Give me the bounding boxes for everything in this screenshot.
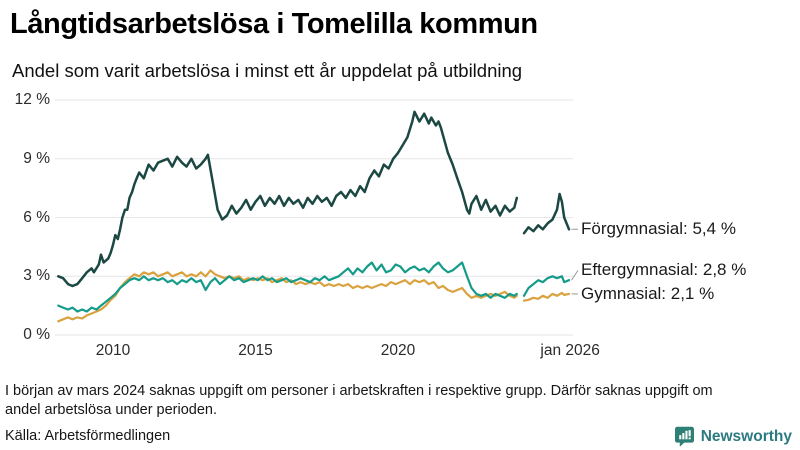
series-label-gymnasial: Gymnasial: 2,1 % [581,283,715,303]
page-title: Långtidsarbetslösa i Tomelilla kommun [10,8,538,40]
series-line-eftergymnasial [57,261,518,313]
footnote: I början av mars 2024 saknas uppgift om … [5,382,713,420]
y-tick-label: 12 % [14,91,50,108]
y-tick-label: 6 % [23,208,50,226]
series-line-förgymnasial [522,192,571,235]
x-tick-label: jan 2026 [540,342,600,359]
x-tick-label: 2015 [238,342,273,359]
y-tick-label: 3 % [23,267,50,285]
x-tick-label: 2020 [380,342,416,359]
footnote-line: andel arbetslösa under perioden. [5,402,218,419]
footnote-line: I början av mars 2024 saknas uppgift om … [5,383,713,399]
bar-chart-bubble-icon [674,426,694,447]
series-line-gymnasial [522,291,571,302]
brand-name: Newsworthy [700,427,792,445]
y-tick-label: 0 % [23,326,50,343]
source-text: Källa: Arbetsförmedlingen [5,428,171,444]
series-line-eftergymnasial [522,275,571,297]
y-tick-label: 9 % [23,149,50,167]
x-tick-label: 2010 [95,342,131,359]
series-line-förgymnasial [57,110,519,288]
chart-subtitle: Andel som varit arbetslösa i minst ett å… [12,60,523,81]
series-label-förgymnasial: Förgymnasial: 5,4 % [581,219,736,239]
label-connector [571,270,579,281]
newsworthy-branding: Newsworthy [674,426,792,447]
series-label-eftergymnasial: Eftergymnasial: 2,8 % [581,260,747,280]
